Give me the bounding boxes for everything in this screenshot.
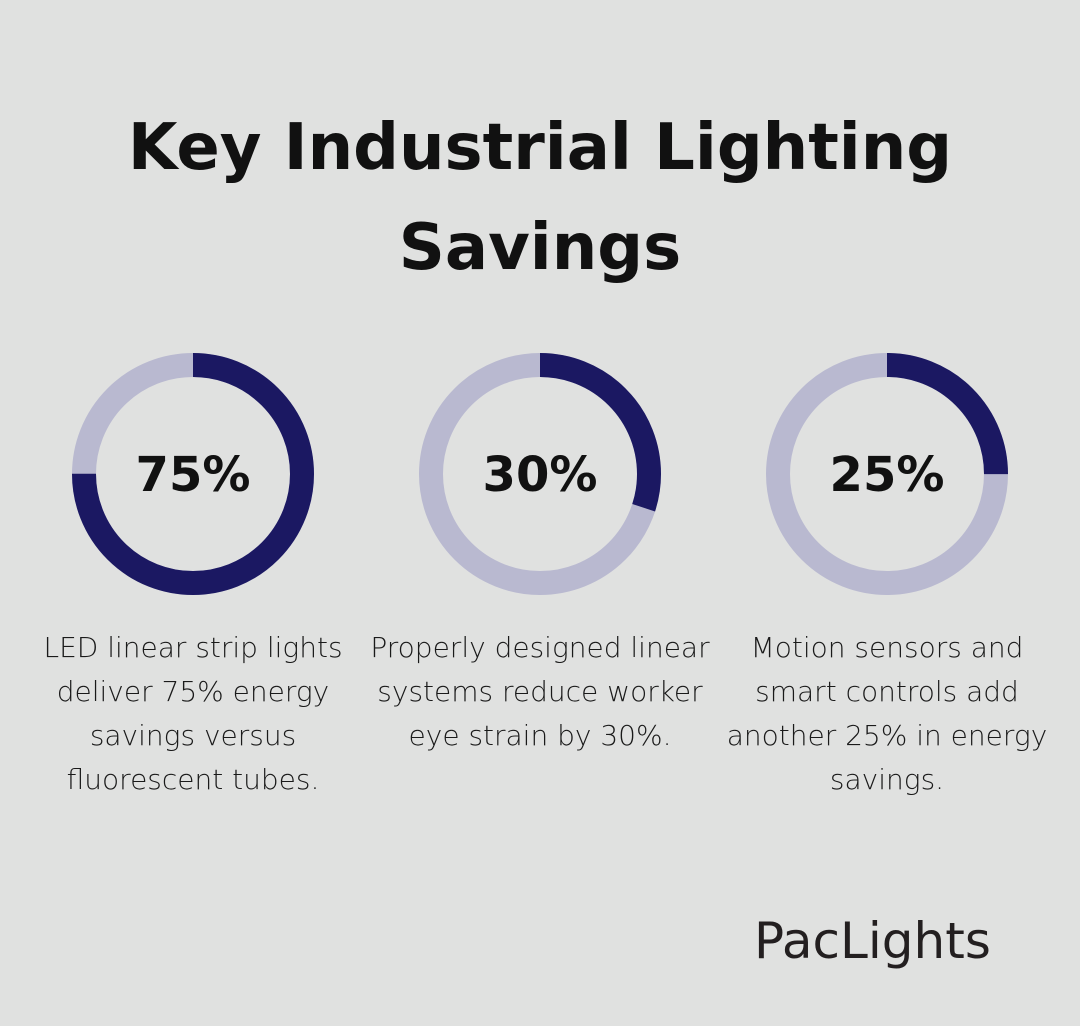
- donut-value-label: 30%: [483, 447, 598, 503]
- stat-card-3: 25% Motion sensors and smart controls ad…: [717, 352, 1057, 802]
- donut-chart: 30%: [419, 353, 661, 595]
- page-title: Key Industrial Lighting Savings: [127, 111, 953, 285]
- donut-chart: 25%: [766, 353, 1008, 595]
- donut-value-arc: [766, 353, 1008, 595]
- paclights-logo: PacLights: [754, 912, 991, 970]
- donut-value-arc: [72, 353, 314, 595]
- stat-card-1: 75% LED linear strip lights deliver 75% …: [23, 352, 363, 802]
- donut-value-label: 25%: [830, 447, 945, 503]
- stat-card-2: 30% Properly designed linear systems red…: [370, 352, 710, 758]
- stat-description: LED linear strip lights deliver 75% ener…: [43, 631, 343, 796]
- stat-description: Properly designed linear systems reduce …: [370, 631, 710, 752]
- donut-value-arc: [419, 353, 661, 595]
- stat-description: Motion sensors and smart controls add an…: [726, 631, 1048, 796]
- donut-value-label: 75%: [136, 447, 251, 503]
- donut-chart: 75%: [72, 353, 314, 595]
